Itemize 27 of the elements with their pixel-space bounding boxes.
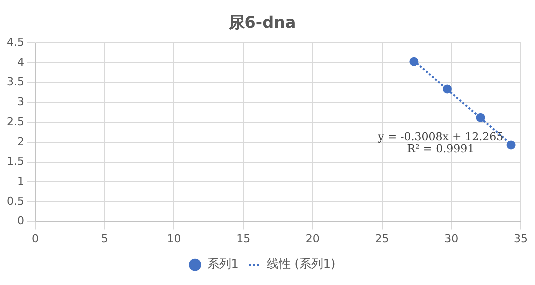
point xyxy=(476,113,486,122)
y-tick-label: 3.5 xyxy=(6,76,24,89)
x-tick-label: 0 xyxy=(32,232,39,246)
annotation: y = -0.3008x + 12.265 xyxy=(377,130,504,144)
y-tick-label: 1 xyxy=(17,174,24,188)
x-tick-label: 20 xyxy=(306,232,320,246)
y-tick-label: 3 xyxy=(17,96,24,109)
y-tick-label: 0 xyxy=(17,214,24,228)
x-tick-label: 30 xyxy=(444,232,459,246)
y-tick-label: 0.5 xyxy=(6,194,24,208)
legend-label: 系列1 xyxy=(207,257,239,272)
point xyxy=(506,140,516,150)
x-tick-label: 5 xyxy=(101,232,108,246)
legend-label: 线性 (系列1) xyxy=(266,257,336,272)
chart-title: 尿6-dna xyxy=(228,12,296,32)
y-tick-label: 2 xyxy=(17,135,24,148)
point xyxy=(442,84,452,94)
y-tick-label: 4.5 xyxy=(6,36,24,50)
annotation: R² = 0.9991 xyxy=(407,142,475,156)
point xyxy=(410,57,419,66)
x-tick-label: 15 xyxy=(236,232,251,246)
x-tick-label: 35 xyxy=(514,232,528,246)
y-tick-label: 4 xyxy=(17,56,24,69)
y-tick-label: 2.5 xyxy=(6,115,24,128)
y-tick-label: 1.5 xyxy=(6,155,24,168)
x-tick-label: 10 xyxy=(167,232,182,246)
x-tick-label: 25 xyxy=(375,232,390,246)
